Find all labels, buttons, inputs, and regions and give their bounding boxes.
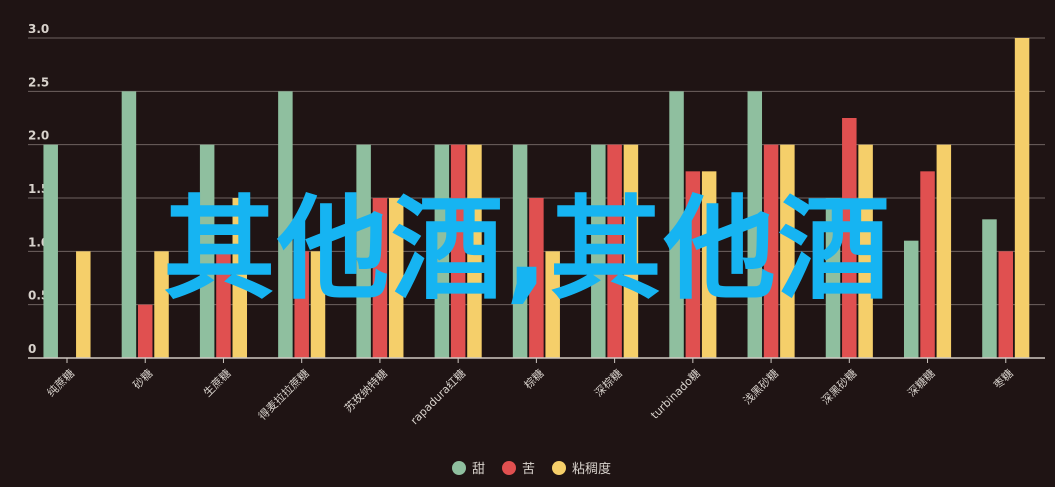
x-tick-label: turbinado糖: [648, 366, 703, 421]
x-tick-label: 得麦拉拉蔗糖: [255, 366, 312, 423]
bar: [747, 91, 763, 358]
y-tick-label: 2.0: [28, 129, 49, 143]
bar: [858, 144, 873, 358]
bar: [920, 171, 935, 358]
x-tick-label: rapadura红糖: [407, 366, 468, 427]
legend-marker: [452, 461, 466, 475]
bar: [216, 251, 231, 358]
bar: [310, 251, 326, 358]
bar: [780, 144, 795, 358]
bar: [121, 91, 137, 358]
bar: [936, 144, 952, 358]
x-tick-label: 纯蔗糖: [44, 366, 77, 399]
y-tick-label: 2.5: [28, 75, 49, 89]
legend-label: 甜: [472, 461, 485, 477]
bar: [685, 171, 701, 358]
bar: [43, 144, 58, 358]
bar: [998, 251, 1014, 358]
x-tick-label: 枣糖: [990, 366, 1015, 391]
bar: [545, 251, 560, 358]
bar: [623, 144, 639, 358]
bar: [903, 240, 919, 358]
bar: [467, 144, 482, 358]
x-tick-label: 浅黑砂糖: [740, 366, 781, 407]
bar: [76, 251, 91, 358]
bar: [701, 171, 717, 358]
bar: [1014, 38, 1030, 358]
bar: [278, 91, 293, 358]
bar: [388, 198, 404, 358]
bar: [982, 219, 997, 358]
bar: [372, 198, 388, 358]
bar: [356, 144, 371, 358]
x-tick-label: 深黑砂糖: [818, 366, 859, 407]
y-tick-label: 0: [28, 342, 36, 356]
legend-label: 苦: [522, 461, 535, 477]
legend-marker: [552, 461, 566, 475]
bar: [154, 251, 169, 358]
bar: [294, 251, 309, 358]
bar: [669, 91, 684, 358]
bar: [512, 144, 528, 358]
bar: [434, 144, 450, 358]
x-tick-label: 深糖糖: [904, 366, 937, 399]
bar: [607, 144, 622, 358]
bar: [842, 118, 857, 358]
bar: [137, 304, 153, 358]
y-tick-label: 3.0: [28, 22, 49, 36]
bar: [232, 198, 248, 358]
x-tick-label: 深棕糖: [592, 366, 625, 399]
bar: [591, 144, 606, 358]
bar: [199, 144, 215, 358]
bar: [825, 198, 841, 358]
x-tick-label: 砂糖: [130, 366, 155, 391]
legend-label: 粘稠度: [572, 461, 611, 477]
x-tick-label: 生蔗糖: [200, 366, 233, 399]
bar: [763, 144, 779, 358]
x-tick-label: 棕糖: [521, 366, 546, 391]
bar: [450, 144, 466, 358]
legend-marker: [502, 461, 516, 475]
x-tick-label: 苏玫纳特糖: [341, 366, 390, 415]
bar: [529, 198, 544, 358]
